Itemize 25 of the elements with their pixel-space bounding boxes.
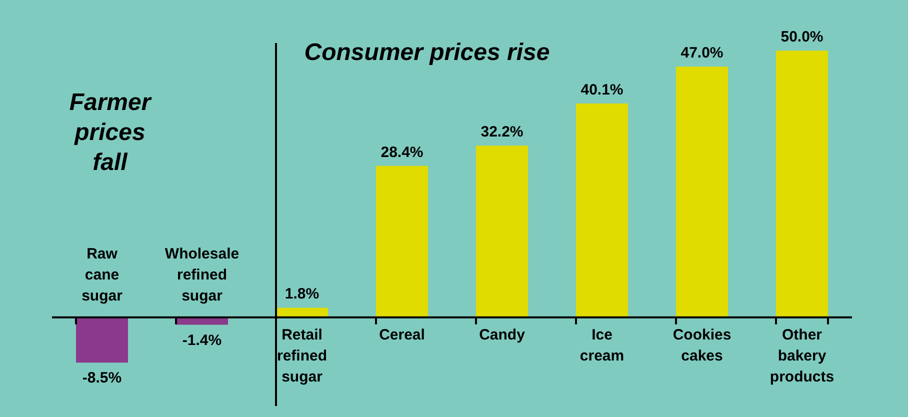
x-tick-label: Cereal [379,326,425,344]
x-tick-label: Ice cream [580,326,624,364]
x-tick-label: Retail refined sugar [276,326,328,386]
bar [676,66,728,318]
bar [576,103,628,318]
data-label: 32.2% [480,124,524,141]
x-tick-label: Cookies cakes [672,326,732,364]
bar [776,50,828,318]
data-label: -8.5% [82,370,122,387]
data-label: 47.0% [680,44,724,62]
bar [276,308,328,318]
data-label: 50.0% [780,28,824,46]
annotation: Farmer prices fall [69,89,152,176]
x-tick-label: Other bakery products [770,326,834,386]
data-label: 1.8% [284,286,320,303]
data-label: 40.1% [580,81,624,98]
x-tick-label: Raw cane sugar [82,245,123,304]
bar [376,166,428,318]
x-tick-label: Candy [479,326,526,344]
bar [76,317,128,363]
data-label: 28.4% [380,144,424,161]
bar [476,146,528,318]
x-tick-label: Wholesale refined sugar [164,245,240,304]
data-label: -1.4% [182,332,222,349]
annotation: Consumer prices rise [304,39,550,66]
